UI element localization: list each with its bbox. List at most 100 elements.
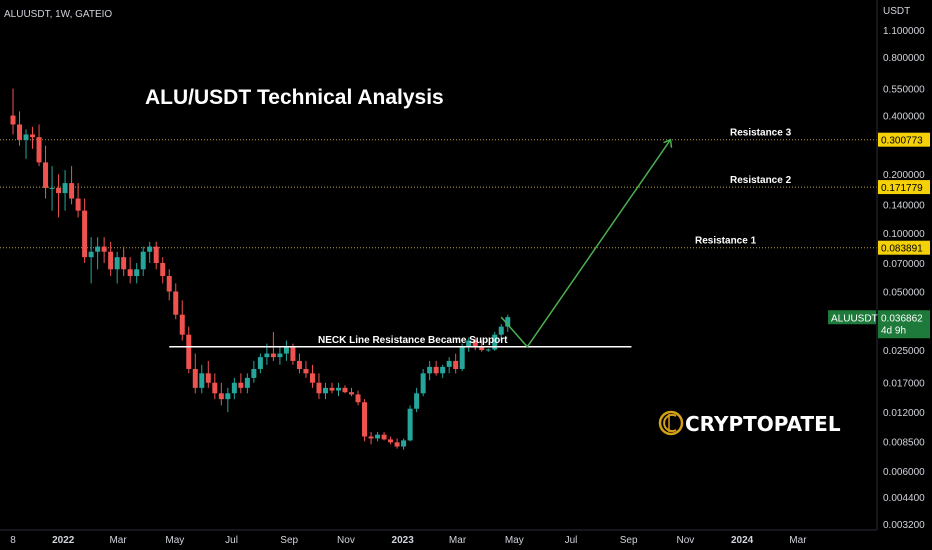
time-axis[interactable]: 8 2022 Mar May Jul Sep Nov 2023 Mar May Jul Sep Nov 2… xyxy=(10,535,807,546)
candle-body xyxy=(17,124,23,140)
candle-body xyxy=(192,368,198,388)
candle-body xyxy=(270,353,276,358)
candle-body xyxy=(186,334,192,369)
candle-body xyxy=(505,317,511,327)
y-tick-label: 0.006000 xyxy=(883,467,925,478)
y-tick-label: 0.017000 xyxy=(883,379,925,390)
y-tick-label: 0.140000 xyxy=(883,200,925,211)
candle-body xyxy=(108,251,114,270)
candle-body xyxy=(277,353,283,358)
y-tick-label: 0.012000 xyxy=(883,408,925,419)
candle-body xyxy=(407,408,413,441)
candle-body xyxy=(225,393,231,400)
candle-body xyxy=(368,436,374,439)
symbol-tag xyxy=(828,310,876,325)
resistance-price-tag xyxy=(878,180,930,195)
candle-body xyxy=(492,334,498,350)
candle-body xyxy=(329,387,335,391)
candle-body xyxy=(36,137,42,163)
y-tick-label: 0.050000 xyxy=(883,287,925,298)
y-tick-label: 0.070000 xyxy=(883,259,925,270)
x-tick-label: 2023 xyxy=(392,535,415,546)
candle-body xyxy=(394,442,400,447)
candle-body xyxy=(355,394,361,403)
candle-body xyxy=(75,198,81,211)
candle-body xyxy=(244,377,250,388)
candle-body xyxy=(43,162,49,188)
candle-body xyxy=(127,269,133,277)
candle-body xyxy=(56,187,62,194)
candle-body xyxy=(179,314,185,335)
candle-body xyxy=(388,439,394,443)
resistance-price-tag xyxy=(878,132,930,147)
candle-body xyxy=(238,382,244,388)
candle-body xyxy=(316,382,322,394)
candle-body xyxy=(433,366,439,374)
candle-body xyxy=(466,340,472,347)
y-tick-label: 0.800000 xyxy=(883,53,925,64)
resistance-price-tag-text: 0.300773 xyxy=(881,136,923,147)
candle-body xyxy=(166,276,172,292)
candle-body xyxy=(10,115,16,125)
candle-body xyxy=(212,382,218,394)
candle-body xyxy=(30,134,36,138)
x-tick-label: Mar xyxy=(789,535,807,546)
candle-body xyxy=(290,346,296,361)
candle-body xyxy=(62,183,68,194)
candle-body xyxy=(264,353,270,358)
candle-body xyxy=(440,366,446,374)
candle-body xyxy=(121,257,127,270)
x-tick-label: 2024 xyxy=(731,535,754,546)
candle-body xyxy=(231,382,237,394)
candle-body xyxy=(381,434,387,440)
last-price-tag xyxy=(878,310,930,339)
candle-body xyxy=(257,357,263,369)
x-tick-label: Sep xyxy=(620,535,638,546)
candle-body xyxy=(420,373,426,394)
resistance-price-tag xyxy=(878,240,930,255)
candle-body xyxy=(479,346,485,351)
candle-body xyxy=(140,251,146,270)
neckline-label: NECK Line Resistance Became Support xyxy=(318,335,508,346)
resistance-price-tag-text: 0.083891 xyxy=(881,244,923,255)
chart-title: ALU/USDT Technical Analysis xyxy=(145,86,444,109)
y-tick-label: 0.025000 xyxy=(883,346,925,357)
x-tick-label: 8 xyxy=(10,535,16,546)
y-tick-label: 0.004400 xyxy=(883,493,925,504)
candle-body xyxy=(69,183,75,199)
x-tick-label: Mar xyxy=(449,535,467,546)
candle-body xyxy=(349,392,355,395)
y-tick-label: 0.550000 xyxy=(883,85,925,96)
candle-body xyxy=(114,257,120,270)
last-price-countdown: 4d 9h xyxy=(881,325,906,336)
candle-body xyxy=(23,134,29,140)
cryptopatel-logo-icon xyxy=(658,410,684,436)
cryptopatel-watermark: CRYPTOPATEL xyxy=(658,410,841,436)
candle-body xyxy=(362,402,368,437)
analysis-overlays xyxy=(169,138,673,349)
candle-body xyxy=(427,366,433,374)
last-price-value: 0.036862 xyxy=(881,313,923,324)
candle-body xyxy=(218,393,224,400)
price-axis[interactable]: 1.100000 0.800000 0.550000 0.400000 0.200000… xyxy=(883,26,925,531)
candle-body xyxy=(199,373,205,388)
y-tick-label: 0.200000 xyxy=(883,170,925,181)
price-tags: Resistance 3 0.300773 Resistance 2 0.171779… xyxy=(695,128,930,339)
symbol-header: ALUUSDT, 1W, GATEIO xyxy=(4,9,112,20)
candle-body xyxy=(303,368,309,374)
candle-body xyxy=(205,373,211,383)
candle-body xyxy=(173,291,179,315)
candle-body xyxy=(296,360,302,369)
candle-body xyxy=(283,346,289,354)
candle-body xyxy=(342,387,348,393)
candle-body xyxy=(375,434,381,439)
x-tick-label: Mar xyxy=(109,535,127,546)
y-tick-label: 1.100000 xyxy=(883,26,925,37)
x-tick-label: Jul xyxy=(565,535,578,546)
x-tick-label: Nov xyxy=(676,535,694,546)
resistance-levels xyxy=(0,139,877,249)
candle-body xyxy=(101,246,107,252)
candle-body xyxy=(147,246,153,252)
